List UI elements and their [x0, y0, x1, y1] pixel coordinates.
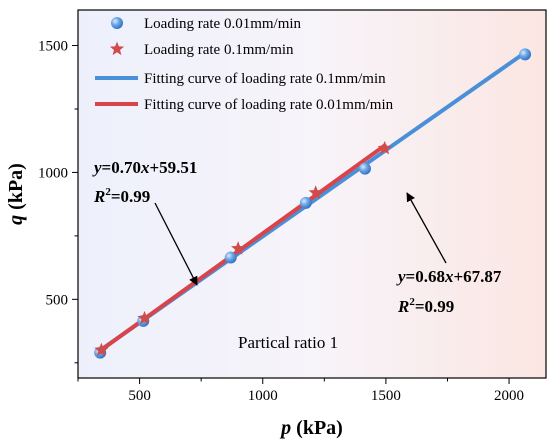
annotations: y=0.70x+59.51 R2=0.99 y=0.68x+67.87 R2=0… — [92, 158, 502, 352]
y-tick-label: 1000 — [38, 165, 68, 181]
y-tick-label: 1500 — [38, 39, 68, 55]
right-arrow — [406, 192, 447, 264]
left-arrow — [154, 202, 198, 286]
x-tick-label: 500 — [128, 388, 151, 404]
r-squared-left: R2=0.99 — [93, 186, 150, 206]
legend-item-fit-001: Fitting curve of loading rate 0.01mm/min — [95, 97, 394, 113]
x-tick-label: 1000 — [248, 388, 278, 404]
data-point-sphere — [224, 251, 237, 264]
legend-sphere-marker — [111, 17, 123, 29]
partical-ratio-note: Partical ratio 1 — [238, 333, 338, 352]
plot-area — [77, 9, 547, 379]
data-point-star — [308, 185, 323, 199]
equation-left: y=0.70x+59.51 — [92, 158, 197, 177]
legend-item-rate-001: Loading rate 0.01mm/min — [111, 16, 302, 32]
legend-label-fit-01: Fitting curve of loading rate 0.1mm/min — [144, 71, 386, 87]
x-tick-label: 1500 — [371, 388, 401, 404]
legend-label-fit-001: Fitting curve of loading rate 0.01mm/min — [144, 97, 394, 113]
legend-item-rate-01: Loading rate 0.1mm/min — [109, 41, 294, 58]
legend-star-marker — [109, 41, 125, 56]
x-tick-label: 2000 — [494, 388, 524, 404]
data-point-star — [137, 310, 152, 325]
legend-item-fit-01: Fitting curve of loading rate 0.1mm/min — [95, 71, 386, 87]
data-point-sphere — [299, 196, 312, 209]
axes: 500 1000 1500 2000 500 1000 1500 — [38, 39, 524, 404]
equation-right: y=0.68x+67.87 — [396, 267, 502, 286]
legend-label-rate-01: Loading rate 0.1mm/min — [144, 42, 294, 58]
data-point-star — [230, 241, 246, 255]
data-point-sphere — [358, 162, 371, 175]
legend-label-rate-001: Loading rate 0.01mm/min — [144, 16, 302, 32]
y-tick-label: 500 — [46, 292, 69, 308]
y-axis-label: q (kPa) — [5, 163, 27, 225]
legend: Loading rate 0.01mm/min Loading rate 0.1… — [95, 16, 394, 113]
data-point-star — [94, 342, 109, 357]
x-axis-label: p (kPa) — [279, 417, 343, 439]
r-squared-right: R2=0.99 — [397, 296, 454, 316]
data-point-sphere — [519, 48, 532, 61]
data-points — [94, 48, 532, 359]
data-point-star — [377, 140, 392, 155]
